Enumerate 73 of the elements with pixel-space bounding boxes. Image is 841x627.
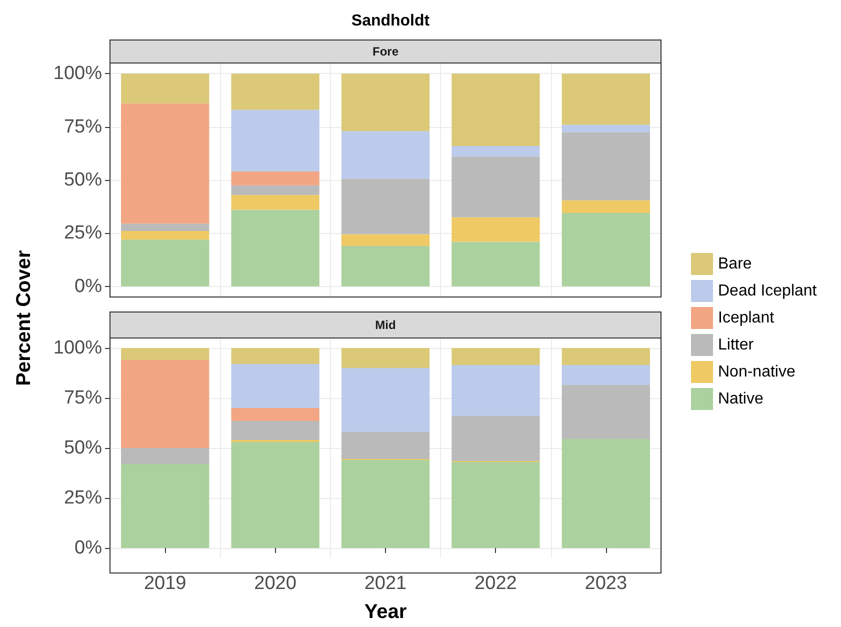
x-tick-label: 2022 <box>474 573 517 594</box>
bar <box>452 217 540 242</box>
bar <box>121 240 210 286</box>
bar <box>121 103 210 224</box>
y-tick-label: 25% <box>64 222 102 244</box>
bar <box>341 178 430 234</box>
bar <box>231 74 320 110</box>
y-tick-label: 50% <box>64 438 102 458</box>
chart-subtitle: Fore <box>372 44 399 58</box>
y-tick-label: 0% <box>74 538 102 558</box>
legend-label: Dead Iceplant <box>718 282 818 300</box>
bar <box>341 368 430 432</box>
x-tick-label: 2021 <box>364 573 407 594</box>
bar <box>231 194 320 210</box>
bar <box>341 74 430 132</box>
bar <box>452 156 540 218</box>
bar <box>231 171 320 186</box>
bar <box>452 416 540 461</box>
y-tick-label: 25% <box>64 488 102 508</box>
bar <box>121 348 210 360</box>
legend-label: Non-native <box>718 364 796 380</box>
bar <box>562 74 650 125</box>
bar <box>341 131 430 179</box>
bar <box>562 365 650 385</box>
y-axis-title: Percent Cover <box>13 250 35 386</box>
legend-label: Litter <box>718 336 754 354</box>
bar <box>452 74 540 146</box>
y-tick-label: 75% <box>64 116 102 138</box>
bar <box>341 348 430 368</box>
bar <box>121 74 210 104</box>
bar <box>121 231 210 240</box>
bar <box>341 246 430 286</box>
y-tick-label: 0% <box>74 276 102 297</box>
bar <box>452 348 540 365</box>
bar <box>452 242 540 286</box>
bar <box>121 360 210 448</box>
bar <box>121 464 210 548</box>
bar <box>452 462 540 548</box>
y-tick-label: 100% <box>53 63 102 84</box>
y-tick-label: 75% <box>64 388 102 408</box>
y-tick-label: 100% <box>53 338 102 358</box>
bar <box>341 432 430 459</box>
x-tick-label: 2020 <box>254 573 296 594</box>
bar <box>231 421 320 440</box>
x-axis-title: Year <box>364 601 407 623</box>
bar <box>231 210 320 286</box>
bar <box>562 200 650 213</box>
legend-label: Iceplant <box>718 310 775 326</box>
bar <box>231 364 320 408</box>
bar <box>562 348 650 365</box>
legend-label: Native <box>718 390 764 408</box>
bar <box>562 212 650 286</box>
bar <box>562 124 650 132</box>
x-tick-label: 2023 <box>584 573 628 594</box>
bar <box>231 185 320 195</box>
bar <box>231 348 320 364</box>
bar <box>452 146 540 157</box>
bar <box>562 385 650 439</box>
bar <box>231 408 320 421</box>
bar <box>562 132 650 200</box>
bar <box>121 448 210 464</box>
legend-label: Bare <box>718 256 752 272</box>
bar <box>452 365 540 416</box>
bar <box>121 224 210 232</box>
chart-title: Sandholdt <box>351 12 430 30</box>
chart-subtitle: Mid <box>375 318 396 332</box>
bar <box>562 439 650 548</box>
y-tick-label: 50% <box>64 170 102 190</box>
bar <box>231 442 320 548</box>
bar <box>341 460 430 548</box>
bar <box>341 234 430 246</box>
x-tick-label: 2019 <box>144 573 186 594</box>
bar <box>231 110 320 172</box>
